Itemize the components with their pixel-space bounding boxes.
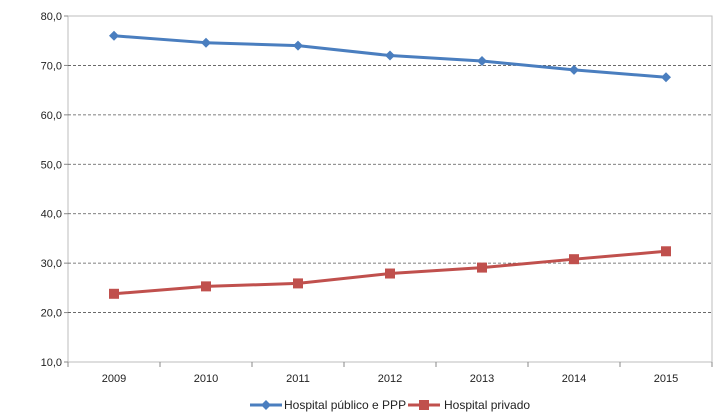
y-tick-label: 10,0 [41, 357, 62, 369]
y-tick-label: 60,0 [41, 110, 62, 122]
y-tick-label: 30,0 [41, 258, 62, 270]
data-point-square [569, 254, 579, 265]
data-point-diamond [569, 64, 579, 75]
x-tick-label: 2010 [194, 373, 218, 385]
data-point-diamond [109, 30, 119, 41]
legend-label: Hospital público e PPP [284, 398, 406, 412]
legend-marker [261, 400, 271, 410]
data-point-square [201, 281, 211, 292]
series-hospital-publico-e-ppp [109, 30, 671, 83]
x-tick-label: 2011 [286, 373, 310, 385]
data-point-diamond [385, 50, 395, 61]
data-point-square [293, 278, 303, 289]
data-point-diamond [661, 72, 671, 83]
y-tick-label: 80,0 [41, 11, 62, 23]
data-point-diamond [477, 55, 487, 66]
y-tick-label: 40,0 [41, 209, 62, 221]
data-point-square [661, 246, 671, 257]
x-tick-label: 2014 [562, 373, 586, 385]
legend-item: Hospital público e PPP [250, 398, 406, 412]
y-axis: 80,0 70,0 60,0 50,0 40,0 30,0 20,0 10,0 [41, 11, 68, 369]
data-point-diamond [293, 40, 303, 51]
y-tick-label: 50,0 [41, 159, 62, 171]
series-hospital-privado [109, 246, 671, 299]
legend-item: Hospital privado [408, 398, 530, 412]
x-tick-label: 2009 [102, 373, 126, 385]
legend-label: Hospital privado [444, 398, 530, 412]
plot-area [67, 15, 713, 363]
y-tick-label: 20,0 [41, 308, 62, 320]
gridlines [68, 65, 712, 313]
legend-marker [419, 400, 429, 410]
x-axis: 2009 2010 2011 2012 2013 2014 2015 [67, 362, 713, 385]
data-point-diamond [201, 37, 211, 48]
data-point-square [109, 288, 119, 299]
y-tick-label: 70,0 [41, 60, 62, 72]
legend: Hospital público e PPP Hospital privado [250, 398, 530, 412]
data-point-square [477, 262, 487, 273]
x-tick-label: 2015 [654, 373, 678, 385]
x-tick-label: 2013 [470, 373, 494, 385]
data-point-square [385, 268, 395, 279]
x-tick-label: 2012 [378, 373, 402, 385]
series-group [109, 30, 671, 299]
